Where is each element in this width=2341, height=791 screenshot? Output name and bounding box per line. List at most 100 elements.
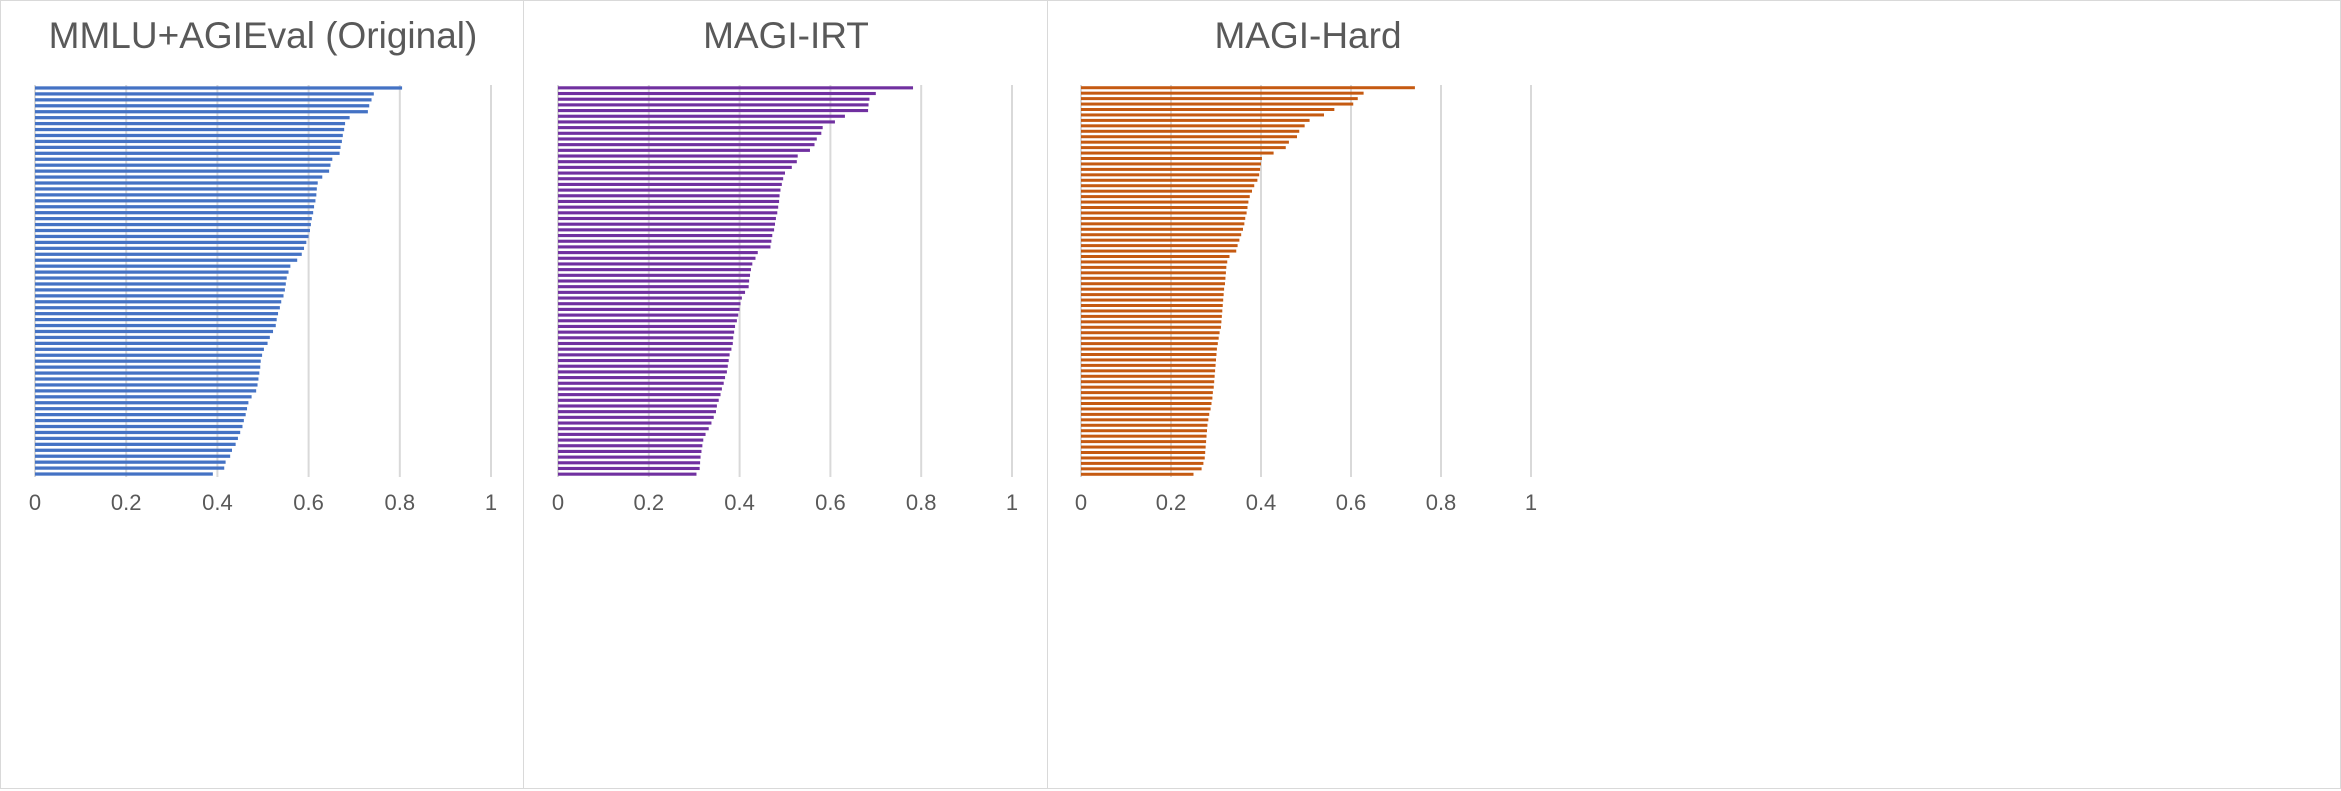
bar bbox=[1081, 86, 1415, 90]
x-tick-label: 1 bbox=[1525, 490, 1537, 515]
bar bbox=[1081, 467, 1202, 471]
bar bbox=[558, 222, 776, 226]
x-tick-label: 0.2 bbox=[111, 490, 142, 515]
bar bbox=[558, 427, 709, 431]
bar bbox=[558, 279, 750, 283]
bar bbox=[35, 282, 286, 286]
bar bbox=[35, 371, 260, 375]
bar bbox=[35, 407, 248, 411]
bar bbox=[1081, 211, 1247, 215]
bar bbox=[558, 393, 721, 397]
bar bbox=[1081, 407, 1211, 411]
bar bbox=[1081, 129, 1300, 133]
bar bbox=[558, 211, 778, 215]
bar bbox=[35, 335, 270, 340]
bar bbox=[1081, 140, 1289, 144]
bar bbox=[35, 264, 291, 268]
chart-title: MAGI-IRT bbox=[703, 15, 869, 56]
bar bbox=[558, 228, 775, 232]
bar bbox=[558, 449, 702, 453]
bar bbox=[558, 415, 714, 419]
bar bbox=[35, 169, 330, 173]
bar bbox=[1081, 320, 1222, 324]
bar bbox=[1081, 418, 1209, 422]
bar bbox=[35, 317, 277, 322]
bar bbox=[558, 404, 717, 408]
bar bbox=[558, 364, 728, 368]
bar bbox=[35, 187, 317, 191]
bar bbox=[558, 103, 869, 107]
bar bbox=[1081, 309, 1223, 313]
chart-title: MAGI-Hard bbox=[1214, 15, 1401, 56]
bar bbox=[558, 109, 869, 113]
bar bbox=[35, 86, 403, 90]
bar bbox=[35, 365, 261, 369]
bar bbox=[558, 353, 730, 357]
bar bbox=[1081, 380, 1215, 384]
bar bbox=[558, 126, 823, 130]
bar bbox=[1081, 402, 1212, 405]
bar bbox=[35, 460, 226, 464]
x-tick-label: 0.6 bbox=[815, 490, 846, 515]
bar bbox=[1081, 222, 1245, 226]
bar bbox=[558, 91, 876, 96]
bar bbox=[35, 401, 249, 405]
bar bbox=[35, 466, 225, 470]
bar bbox=[35, 395, 252, 399]
bar bbox=[1081, 227, 1243, 231]
bar bbox=[35, 234, 309, 239]
bar bbox=[35, 312, 279, 316]
bar bbox=[1081, 304, 1223, 307]
bar bbox=[558, 466, 700, 471]
bar bbox=[35, 145, 341, 149]
x-tick-label: 0 bbox=[29, 490, 41, 515]
bar bbox=[35, 383, 258, 387]
bar bbox=[1081, 113, 1324, 117]
bar bbox=[35, 104, 370, 108]
bar bbox=[558, 205, 779, 209]
bar bbox=[1081, 369, 1216, 373]
bar bbox=[1081, 445, 1206, 449]
bar bbox=[558, 199, 780, 204]
bar bbox=[558, 302, 741, 306]
bar bbox=[558, 381, 724, 385]
bar bbox=[1081, 265, 1227, 269]
bar bbox=[558, 120, 835, 124]
bar bbox=[1081, 167, 1261, 171]
bar bbox=[1081, 178, 1258, 182]
bar bbox=[35, 424, 243, 429]
bar bbox=[558, 245, 771, 249]
bar bbox=[1081, 423, 1208, 427]
bar bbox=[1081, 135, 1297, 139]
bar bbox=[35, 193, 317, 197]
bar bbox=[1081, 314, 1222, 318]
bar bbox=[558, 285, 749, 289]
bar bbox=[558, 455, 701, 459]
bar bbox=[1081, 244, 1238, 248]
bar bbox=[558, 188, 781, 192]
bar bbox=[1081, 102, 1354, 106]
bar bbox=[1081, 287, 1225, 291]
bar bbox=[558, 273, 751, 277]
x-tick-label: 0 bbox=[552, 490, 564, 515]
bar bbox=[1081, 118, 1310, 122]
bar bbox=[35, 110, 368, 114]
bar bbox=[1081, 200, 1249, 204]
bar bbox=[1081, 255, 1230, 258]
bar bbox=[558, 313, 739, 317]
bar bbox=[1081, 216, 1246, 220]
bar bbox=[35, 323, 276, 328]
bar bbox=[558, 370, 727, 374]
bar bbox=[558, 182, 782, 186]
bar bbox=[1081, 461, 1204, 465]
bar bbox=[1081, 336, 1219, 340]
bar bbox=[1081, 353, 1217, 356]
bar bbox=[1081, 173, 1260, 177]
bar bbox=[558, 290, 746, 294]
bar bbox=[1081, 162, 1261, 166]
bar bbox=[35, 116, 350, 120]
x-tick-label: 0.4 bbox=[724, 490, 755, 515]
bar bbox=[558, 438, 704, 442]
x-tick-label: 0.6 bbox=[1336, 490, 1367, 515]
